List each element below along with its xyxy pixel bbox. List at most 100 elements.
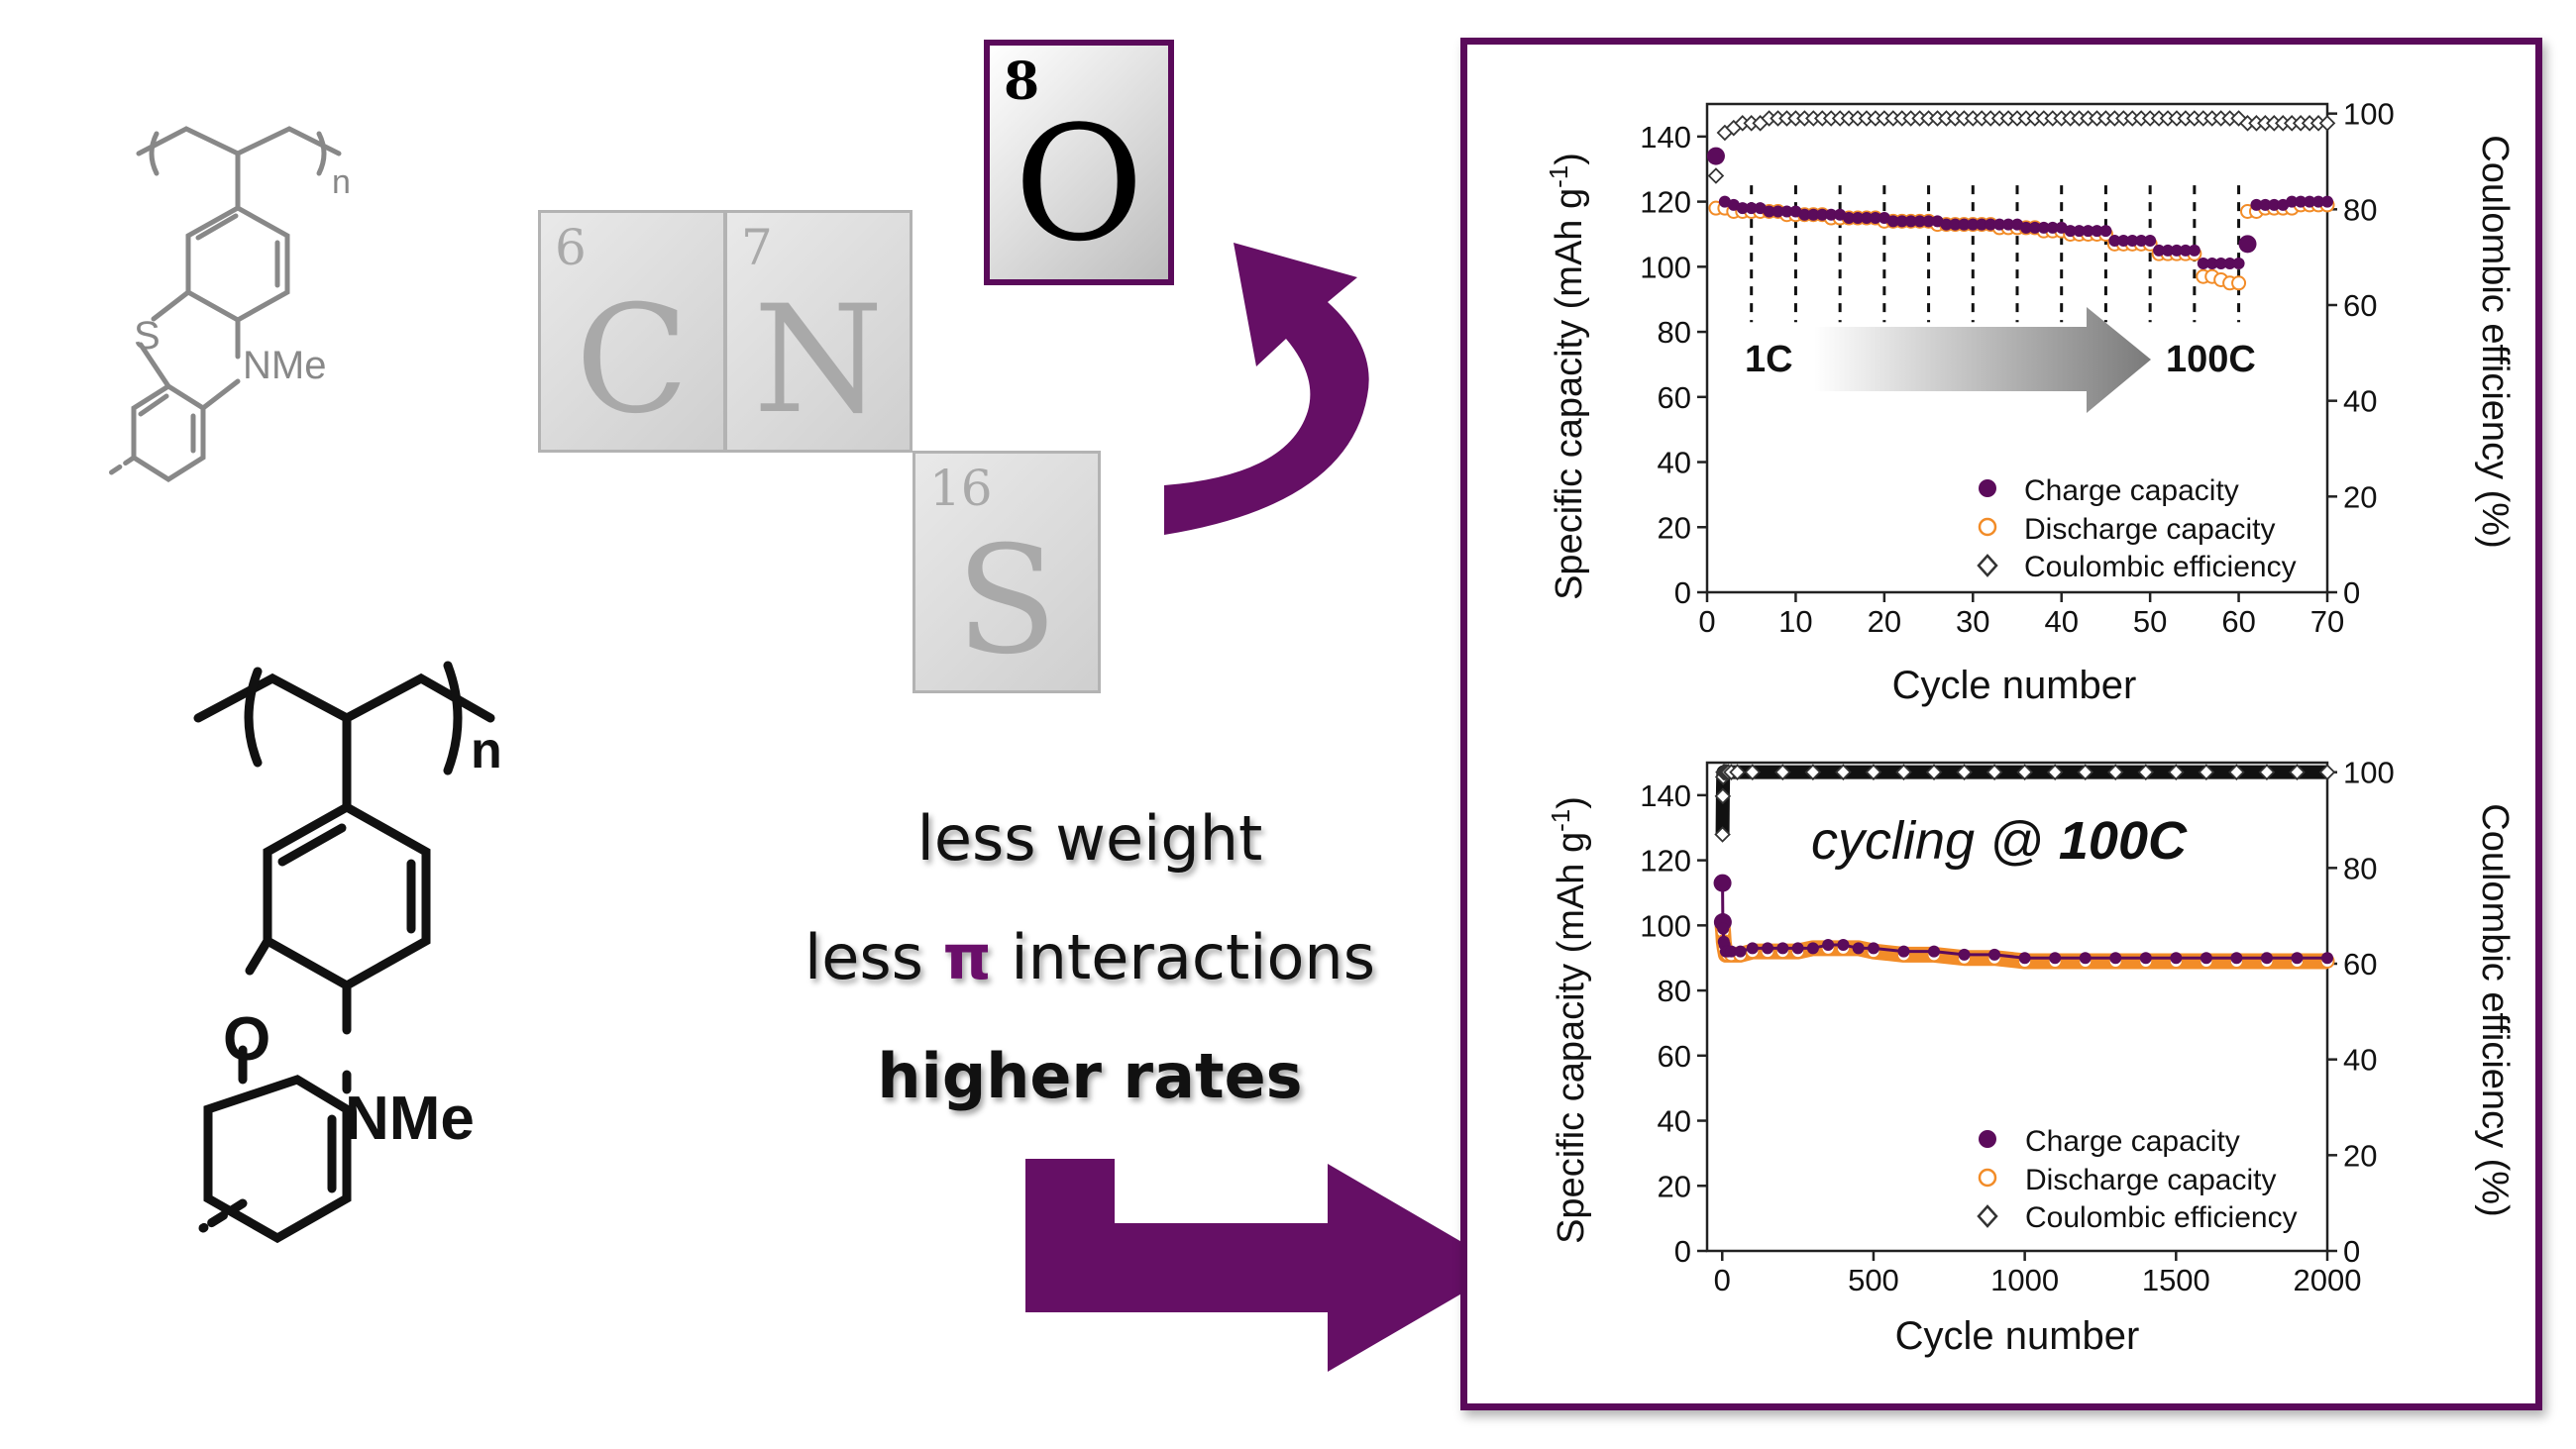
efficiency-point [2046,764,2064,780]
charge-point [1949,218,1962,231]
charge-point [1776,942,1789,955]
x-tick-label: 50 [2133,604,2167,639]
charge-point [1852,942,1865,955]
x-tick-label: 30 [1956,604,1989,639]
legend-efficiency-label: Coulombic efficiency [2024,551,2297,583]
x-axis-title: Cycle number [1892,664,2137,707]
slogan-higher-rates: higher rates [877,1040,1303,1112]
efficiency-point [2289,764,2306,780]
y2-tick-label: 80 [2343,192,2377,227]
y-tick-label: 40 [1658,446,1691,480]
charge-point [1913,215,1926,228]
element-symbol: N [753,274,884,447]
charge-point [1713,874,1732,892]
charge-point [2049,952,2062,965]
charge-point [1843,212,1856,225]
y2-tick-label: 60 [2343,947,2377,982]
efficiency-point [2137,764,2155,780]
legend-charge-marker [1979,1130,1996,1148]
charge-point [2238,235,2257,254]
charge-point [2200,952,2212,965]
charge-point [2321,195,2333,208]
charge-point [2170,244,2183,257]
charge-point [2135,235,2148,248]
charge-point [2028,221,2041,234]
efficiency-point [2077,764,2093,780]
charge-point [2230,952,2243,965]
element-symbol: C [575,274,690,447]
charge-point [1976,218,1988,231]
y-tick-label: 80 [1658,315,1691,350]
y-tick-label: 40 [1658,1104,1691,1139]
phenothiazine-structure: S NMe n [109,126,351,482]
y-axis-title-superscript: -1 [1546,809,1575,832]
slogan-less-prefix: less [804,921,943,993]
y-tick-label: 100 [1640,250,1691,284]
nme-label-top: NMe [243,344,326,387]
charge-point [1771,205,1784,218]
y-tick-label: 0 [1674,575,1691,610]
y2-tick-label: 0 [2343,1234,2360,1269]
charge-point [2250,198,2263,211]
charge-point [1993,218,2006,231]
charge-point [2223,258,2236,270]
charge-point [2312,195,2325,208]
y-axis-title: Specific capacity (mAh g-1) [1544,153,1590,600]
legend-efficiency-marker [1977,554,1998,577]
legend-discharge-marker [1978,1168,1997,1188]
charge-point [1985,218,1997,231]
element-tile-sulfur: 16 S [912,451,1101,693]
charge-point [1763,205,1775,218]
atomic-number: 6 [555,219,587,276]
charge-point [2153,244,2166,257]
charge-point [1967,218,1980,231]
charge-point [1958,948,1971,961]
charge-point [2259,198,2272,211]
bent-arrow-icon [1025,1159,1506,1372]
efficiency-point [2106,764,2124,780]
efficiency-point [2198,764,2215,780]
curved-arrow-icon [1164,243,1369,535]
y2-tick-label: 100 [2343,756,2395,790]
y-tick-label: 140 [1640,120,1691,155]
charge-point [2108,235,2121,248]
efficiency-point [1835,764,1852,780]
x-tick-label: 10 [1778,604,1812,639]
subscript-n-bottom: n [471,722,502,779]
charge-point [1806,942,1819,955]
phenoxazine-structure: O NMe n [193,661,502,1244]
charge-point [1904,215,1917,228]
efficiency-point [1707,167,1725,184]
chart-panel-frame [1460,38,2542,1410]
legend-efficiency-label: Coulombic efficiency [2025,1201,2298,1234]
efficiency-point [1956,764,1973,780]
charge-point [2018,952,2031,965]
atomic-number: 16 [929,460,993,517]
charge-point [1816,208,1829,221]
y-axis-title-superscript: -1 [1544,165,1573,188]
charge-point [2188,244,2200,257]
y-tick-label: 120 [1640,185,1691,220]
charge-point [1736,202,1749,215]
charge-point [2291,952,2304,965]
efficiency-point [1744,764,1762,780]
x-tick-label: 70 [2310,604,2344,639]
element-tile-oxygen: 8 O [984,40,1174,285]
rate-start-label: 1C [1745,339,1793,380]
element-tile-carbon: 6 C [538,210,726,453]
charge-point [2082,225,2094,238]
charge-point [2091,225,2103,238]
charge-point [1798,208,1811,221]
annotation-rate: 100C [2059,811,2188,871]
plot-frame [1705,102,2329,594]
y-tick-label: 60 [1658,380,1691,415]
charge-point [1725,945,1738,958]
charge-point [1822,939,1835,952]
efficiency-point [2168,764,2185,780]
charge-point [2117,235,2130,248]
charge-point [2295,195,2308,208]
legend: Charge capacity Discharge capacity Coulo… [1977,1125,2298,1234]
charge-point [2037,221,2050,234]
legend-charge-marker [1979,479,1996,497]
legend-discharge-label: Discharge capacity [2025,1164,2276,1196]
